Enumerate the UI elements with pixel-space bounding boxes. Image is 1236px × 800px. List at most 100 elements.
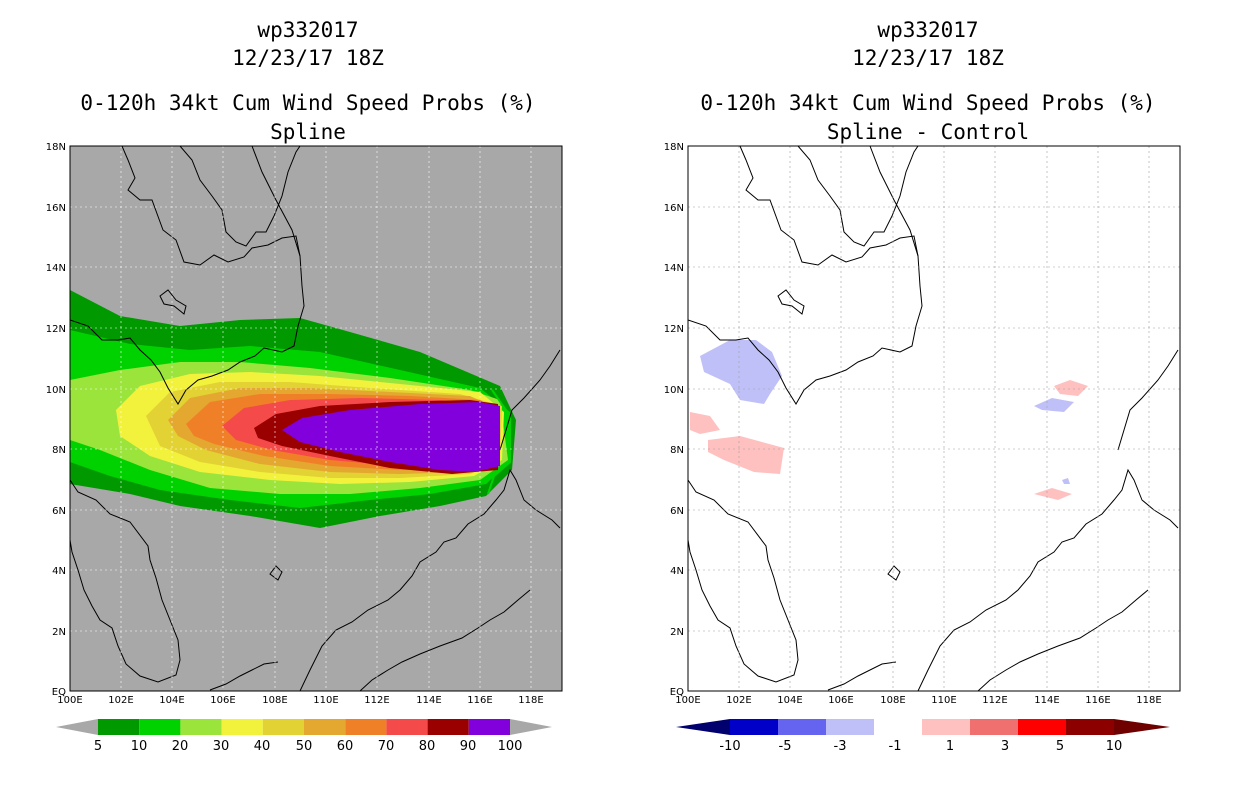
left-lon-tick-104E: 104E	[159, 695, 184, 706]
right-lon-tick-102E: 102E	[726, 695, 751, 706]
right-map: 100E 102E 104E 106E 108E 110E 112E 114E …	[664, 142, 1181, 706]
right-lon-tick-112E: 112E	[982, 695, 1007, 706]
left-lon-tick-106E: 106E	[210, 695, 235, 706]
right-lon-tick-106E: 106E	[828, 695, 853, 706]
prob-band-90-leading-edge	[487, 389, 511, 495]
right-title-method: Spline - Control	[826, 120, 1030, 144]
right-lat-tick-8N: 8N	[670, 445, 684, 456]
right-lon-ticks: 100E 102E 104E 106E 108E 110E 112E 114E …	[675, 695, 1161, 706]
right-lon-tick-104E: 104E	[777, 695, 802, 706]
left-colorbar-swatch-3	[221, 719, 263, 735]
right-cb-label-neg3: -3	[834, 739, 847, 754]
left-lon-tick-102E: 102E	[108, 695, 133, 706]
right-colorbar-swatch-5	[970, 719, 1018, 735]
right-colorbar-swatch-6	[1018, 719, 1066, 735]
left-cb-label-100: 100	[498, 739, 523, 754]
left-lat-tick-18N: 18N	[46, 142, 66, 153]
left-lat-tick-8N: 8N	[52, 445, 66, 456]
left-cb-label-70: 70	[378, 739, 395, 754]
right-colorbar-high-end	[1114, 719, 1170, 735]
left-title-product: 0-120h 34kt Cum Wind Speed Probs (%)	[80, 91, 536, 115]
right-cb-label-5: 5	[1056, 739, 1064, 754]
right-colorbar: -10 -5 -3 -1 1 3 5 10	[676, 719, 1170, 754]
left-cb-label-60: 60	[337, 739, 354, 754]
left-lon-tick-116E: 116E	[467, 695, 492, 706]
right-cb-label-neg5: -5	[779, 739, 792, 754]
right-lon-tick-116E: 116E	[1085, 695, 1110, 706]
right-lat-tick-2N: 2N	[670, 627, 684, 638]
left-lat-ticks: EQ 2N 4N 6N 8N 10N 12N 14N 16N 18N	[46, 142, 66, 698]
left-lon-tick-112E: 112E	[364, 695, 389, 706]
left-lat-tick-10N: 10N	[46, 385, 66, 396]
left-lat-tick-14N: 14N	[46, 263, 66, 274]
right-colorbar-labels: -10 -5 -3 -1 1 3 5 10	[719, 739, 1122, 754]
right-title-storm-id: wp332017	[877, 18, 979, 42]
diff-area-negative-east	[1034, 398, 1074, 412]
left-lon-tick-110E: 110E	[313, 695, 338, 706]
right-cb-label-10: 10	[1106, 739, 1123, 754]
diff-area-negative-east-dot	[1062, 478, 1070, 484]
left-title-method: Spline	[270, 120, 346, 144]
left-colorbar-labels: 5 10 20 30 40 50 60 70 80 90 100	[94, 739, 523, 754]
right-title-datetime: 12/23/17 18Z	[852, 46, 1004, 70]
right-lat-ticks: EQ 2N 4N 6N 8N 10N 12N 14N 16N 18N	[664, 142, 684, 698]
left-lat-tick-6N: 6N	[52, 506, 66, 517]
right-lat-tick-18N: 18N	[664, 142, 684, 153]
right-colorbar-low-end	[676, 719, 730, 735]
left-colorbar-swatch-4	[262, 719, 304, 735]
left-cb-label-40: 40	[254, 739, 271, 754]
left-lon-tick-118E: 118E	[518, 695, 543, 706]
right-lon-tick-110E: 110E	[931, 695, 956, 706]
left-colorbar-swatch-1	[139, 719, 181, 735]
right-lon-tick-108E: 108E	[880, 695, 905, 706]
left-colorbar-swatch-2	[180, 719, 222, 735]
diff-area-positive-west-1	[690, 412, 720, 434]
left-colorbar-swatch-0	[98, 719, 140, 735]
left-lat-tick-EQ: EQ	[52, 687, 66, 698]
left-lat-tick-4N: 4N	[52, 566, 66, 577]
left-cb-label-5: 5	[94, 739, 102, 754]
left-colorbar-low-end	[56, 719, 98, 735]
left-lon-tick-114E: 114E	[416, 695, 441, 706]
left-lat-tick-16N: 16N	[46, 203, 66, 214]
right-colorbar-swatches	[730, 719, 1114, 735]
right-lat-tick-4N: 4N	[670, 566, 684, 577]
left-colorbar-swatches	[98, 719, 510, 735]
right-lat-tick-10N: 10N	[664, 385, 684, 396]
diff-area-negative-west	[700, 340, 782, 404]
left-title-storm-id: wp332017	[257, 18, 359, 42]
right-map-frame	[687, 145, 1181, 692]
left-cb-label-90: 90	[460, 739, 477, 754]
right-colorbar-swatch-7	[1066, 719, 1114, 735]
left-colorbar: 5 10 20 30 40 50 60 70 80 90 100	[56, 719, 552, 754]
left-colorbar-swatch-9	[468, 719, 510, 735]
right-lat-tick-14N: 14N	[664, 263, 684, 274]
right-cb-label-neg10: -10	[719, 739, 740, 754]
left-probability-field	[70, 146, 562, 691]
diff-area-positive-east-2	[1034, 488, 1072, 500]
right-cb-label-1: 1	[946, 739, 954, 754]
left-lon-ticks: 100E 102E 104E 106E 108E 110E 112E 114E …	[57, 695, 543, 706]
prob-band-90	[282, 402, 500, 472]
right-difference-field	[688, 146, 1180, 691]
left-lon-tick-100E: 100E	[57, 695, 82, 706]
diff-area-positive-west-2	[708, 436, 784, 474]
left-map: 100E 102E 104E 106E 108E 110E 112E 114E …	[46, 142, 563, 706]
left-title-datetime: 12/23/17 18Z	[232, 46, 384, 70]
left-colorbar-high-end	[510, 719, 552, 735]
right-colorbar-swatch-0	[730, 719, 778, 735]
left-cb-label-10: 10	[131, 739, 148, 754]
diff-area-positive-east-1	[1054, 380, 1088, 396]
left-lon-tick-108E: 108E	[262, 695, 287, 706]
right-colorbar-swatch-4	[922, 719, 970, 735]
right-lon-tick-118E: 118E	[1136, 695, 1161, 706]
left-lat-tick-2N: 2N	[52, 627, 66, 638]
right-cb-label-3: 3	[1001, 739, 1009, 754]
right-lon-tick-100E: 100E	[675, 695, 700, 706]
right-lat-tick-16N: 16N	[664, 203, 684, 214]
right-gridlines	[688, 146, 1180, 691]
right-title-product: 0-120h 34kt Cum Wind Speed Probs (%)	[700, 91, 1156, 115]
left-cb-label-50: 50	[296, 739, 313, 754]
left-cb-label-80: 80	[419, 739, 436, 754]
right-colorbar-swatch-1	[778, 719, 826, 735]
